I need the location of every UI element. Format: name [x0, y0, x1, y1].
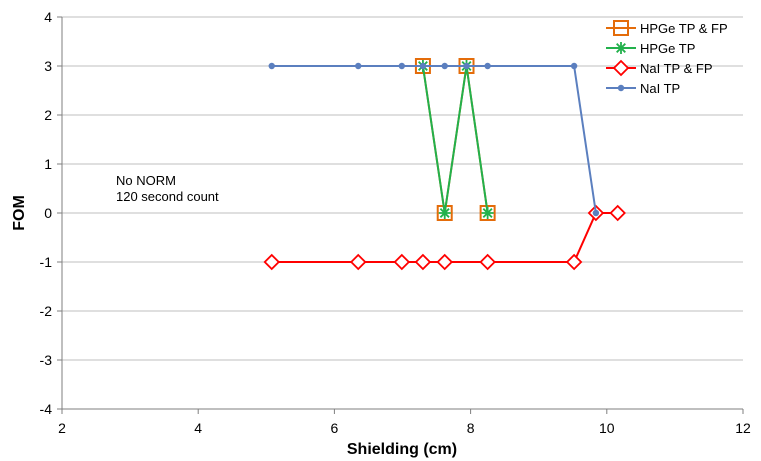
- data-point: [570, 62, 578, 70]
- data-point: [484, 62, 491, 70]
- x-axis-title: Shielding (cm): [347, 441, 457, 458]
- y-tick-labels: 4 3 2 1 0 -1 -2 -3 -4: [40, 9, 53, 417]
- series-3: [268, 62, 600, 217]
- series-layer: [263, 58, 626, 271]
- annotation-no-norm: No NORM: [116, 173, 176, 188]
- legend-label: HPGe TP & FP: [640, 21, 728, 36]
- annotation-count-time: 120 second count: [116, 189, 219, 204]
- y-tick-label: -4: [40, 401, 53, 417]
- series-2: [263, 204, 626, 271]
- data-point: [349, 253, 367, 271]
- data-point: [565, 253, 583, 271]
- series-1: [416, 60, 494, 219]
- data-point: [419, 62, 427, 70]
- x-tick-label: 12: [735, 420, 751, 436]
- data-point: [479, 253, 496, 271]
- y-tick-label: -1: [40, 254, 53, 270]
- data-point: [398, 62, 406, 70]
- data-point: [463, 62, 470, 70]
- x-tick-label: 6: [331, 420, 339, 436]
- data-point: [441, 62, 448, 70]
- legend-entry: NaI TP: [606, 81, 680, 96]
- y-axis-title: FOM: [11, 195, 28, 231]
- x-tick-label: 2: [58, 420, 66, 436]
- legend-entry: HPGe TP: [606, 41, 695, 56]
- legend-marker: [615, 42, 627, 54]
- legend-marker: [613, 20, 629, 36]
- series-line: [421, 65, 489, 214]
- x-tick-label: 10: [599, 420, 615, 436]
- legend-marker: [617, 84, 625, 92]
- data-point: [393, 253, 411, 271]
- legend: HPGe TP & FP HPGe TP NaI TP & FP NaI TP: [606, 20, 728, 96]
- data-point: [436, 205, 453, 221]
- data-point: [268, 62, 275, 70]
- data-point: [609, 204, 626, 222]
- y-tick-label: 2: [44, 107, 52, 123]
- y-tick-label: 1: [44, 156, 52, 172]
- y-tick-label: 3: [44, 58, 52, 74]
- legend-entry: NaI TP & FP: [606, 59, 713, 77]
- legend-label: NaI TP & FP: [640, 61, 713, 76]
- data-point: [481, 207, 494, 219]
- gridlines: [57, 16, 744, 414]
- legend-label: HPGe TP: [640, 41, 695, 56]
- data-point: [592, 209, 600, 217]
- legend-marker: [612, 59, 630, 77]
- legend-label: NaI TP: [640, 81, 680, 96]
- x-tick-labels: 2 4 6 8 10 12: [58, 420, 751, 436]
- y-tick-label: 4: [44, 9, 52, 25]
- x-tick-label: 8: [467, 420, 475, 436]
- data-point: [438, 207, 451, 219]
- y-tick-label: 0: [44, 205, 52, 221]
- data-point: [414, 253, 432, 271]
- data-point: [355, 62, 362, 70]
- x-tick-label: 4: [194, 420, 202, 436]
- y-tick-label: -2: [40, 303, 53, 319]
- data-point: [263, 253, 281, 271]
- legend-entry: HPGe TP & FP: [606, 20, 728, 36]
- y-tick-label: -3: [40, 352, 53, 368]
- data-point: [436, 253, 453, 271]
